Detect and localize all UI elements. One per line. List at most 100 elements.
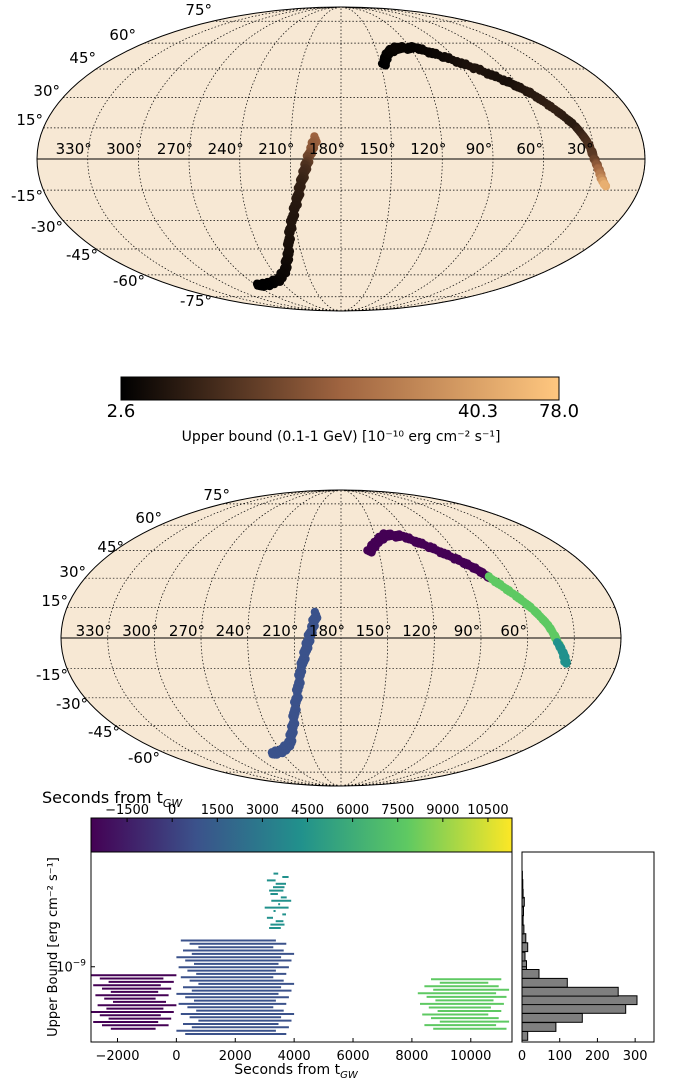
longitude-label: 300° <box>122 622 158 640</box>
localization-marker <box>268 750 277 759</box>
histogram-bar <box>521 960 527 971</box>
longitude-label: 150° <box>356 622 392 640</box>
latitude-label: -60° <box>113 272 145 290</box>
colorbar-tick-label: 78.0 <box>539 401 579 422</box>
hist-x-tick-label: 200 <box>585 1049 610 1064</box>
histogram-bar <box>521 1031 529 1041</box>
longitude-label: 210° <box>258 140 294 158</box>
colorbar-copper-gradient <box>120 376 560 401</box>
longitude-label: 60° <box>500 622 527 640</box>
colorbar-title: Seconds from tGW <box>42 788 183 810</box>
meridian-gridline <box>293 489 342 787</box>
longitude-label: 270° <box>169 622 205 640</box>
colorbar-time: Seconds from tGW −1500 0 1500 3000 4500 6000 7… <box>42 788 513 853</box>
latitude-label: 15° <box>16 111 43 129</box>
longitude-label: 240° <box>216 622 252 640</box>
x-tick-label: 6000 <box>336 1049 369 1064</box>
colorbar-viridis-gradient <box>90 817 513 853</box>
longitude-label: 180° <box>309 622 345 640</box>
latitude-label: -45° <box>66 246 98 264</box>
histogram-bar <box>521 995 638 1006</box>
latitude-label: -45° <box>88 723 120 741</box>
x-tick-label: −2000 <box>96 1049 140 1064</box>
colorbar-tick-label: 4500 <box>291 803 324 818</box>
colorbar-tick-label: 7500 <box>381 803 414 818</box>
hist-x-tick-label: 0 <box>518 1049 526 1064</box>
y-tick-label: 10−9 <box>56 959 86 976</box>
histogram-bar <box>521 1022 557 1032</box>
histogram-axes-frame <box>521 851 655 1043</box>
colorbar-tick-label: 6000 <box>336 803 369 818</box>
localization-marker <box>253 281 262 290</box>
colorbar-tick-label: −1500 <box>105 803 149 818</box>
latitude-label: 60° <box>109 26 136 44</box>
meridian-gridline <box>340 6 545 312</box>
meridian-gridline <box>200 489 342 787</box>
localization-marker <box>560 657 569 666</box>
colorbar-label: Upper bound (0.1-1 GeV) [10⁻¹⁰ erg cm⁻² … <box>182 429 501 445</box>
latitude-label: 45° <box>69 49 96 67</box>
longitude-label: 120° <box>402 622 438 640</box>
histogram-bar <box>521 969 540 979</box>
histogram-bar <box>521 1013 583 1023</box>
latitude-label: 60° <box>135 509 162 527</box>
latitude-label: -30° <box>31 218 63 236</box>
histogram-bar <box>521 942 529 953</box>
sky-map-upper-bound: 75° 60° 45° 30° 15° -15° -30°-45° -60° -75° 330° 3… <box>11 1 646 312</box>
colorbar-tick-label: 9000 <box>426 803 459 818</box>
colorbar-upper-bound: 2.6 40.3 78.0 Upper bound (0.1-1 GeV) [1… <box>107 376 579 445</box>
upper-bound-histogram: 0 100 200 300 <box>518 851 655 1064</box>
hist-x-tick-label: 100 <box>547 1049 572 1064</box>
histogram-bar <box>521 1004 627 1014</box>
longitude-label: 330° <box>56 140 92 158</box>
latitude-label: 75° <box>185 1 212 19</box>
longitude-label: 180° <box>309 140 345 158</box>
latitude-label: -30° <box>56 695 88 713</box>
meridian-gridline <box>340 489 389 787</box>
x-tick-label: 2000 <box>219 1049 252 1064</box>
longitude-label: 60° <box>516 140 543 158</box>
latitude-label: 30° <box>59 563 86 581</box>
longitude-label: 150° <box>360 140 396 158</box>
scatter-axes-frame <box>90 851 513 1043</box>
longitude-label: 90° <box>454 622 481 640</box>
latitude-label: -15° <box>11 187 43 205</box>
latitude-label: -60° <box>128 749 160 767</box>
latitude-label: 75° <box>203 486 230 504</box>
colorbar-tick-label: 3000 <box>246 803 279 818</box>
meridian-gridline <box>340 489 482 787</box>
x-axis-label: Seconds from tGW <box>234 1062 359 1080</box>
longitude-label: 240° <box>208 140 244 158</box>
longitude-label: 270° <box>157 140 193 158</box>
latitude-label: -75° <box>180 292 212 310</box>
longitude-label: 90° <box>466 140 493 158</box>
histogram-bar <box>521 986 619 997</box>
longitude-label: 30° <box>567 140 594 158</box>
meridian-gridline <box>137 6 342 312</box>
latitude-label: -15° <box>36 666 68 684</box>
x-tick-label: 4000 <box>278 1049 311 1064</box>
colorbar-tick-label: 0 <box>168 803 176 818</box>
colorbar-tick-label: 40.3 <box>458 401 498 422</box>
y-axis-label: Upper Bound [erg cm⁻² s⁻¹] <box>46 857 61 1037</box>
hist-x-tick-label: 300 <box>623 1049 648 1064</box>
upper-bound-vs-time-panel: −2000 0 2000 4000 6000 8000 10000 10−9 Upper Bo… <box>46 851 513 1080</box>
longitude-label: 210° <box>262 622 298 640</box>
histogram-bar <box>521 977 568 988</box>
latitude-label: 30° <box>33 82 60 100</box>
histogram-bar <box>521 933 527 944</box>
x-tick-label: 0 <box>172 1049 180 1064</box>
colorbar-tick-label: 10500 <box>467 803 508 818</box>
latitude-label: 45° <box>97 538 124 556</box>
localization-marker <box>599 180 609 189</box>
longitude-label: 300° <box>106 140 142 158</box>
latitude-label: 15° <box>41 592 68 610</box>
longitude-label: 330° <box>76 622 112 640</box>
x-tick-label: 10000 <box>450 1049 491 1064</box>
colorbar-tick-label: 2.6 <box>107 401 136 422</box>
longitude-label: 120° <box>410 140 446 158</box>
x-tick-label: 8000 <box>395 1049 428 1064</box>
sky-map-time: 75° 60° 45° 30° 15° -15° -30°-45° -60° 330° 300° 2… <box>36 486 622 787</box>
colorbar-tick-label: 1500 <box>201 803 234 818</box>
